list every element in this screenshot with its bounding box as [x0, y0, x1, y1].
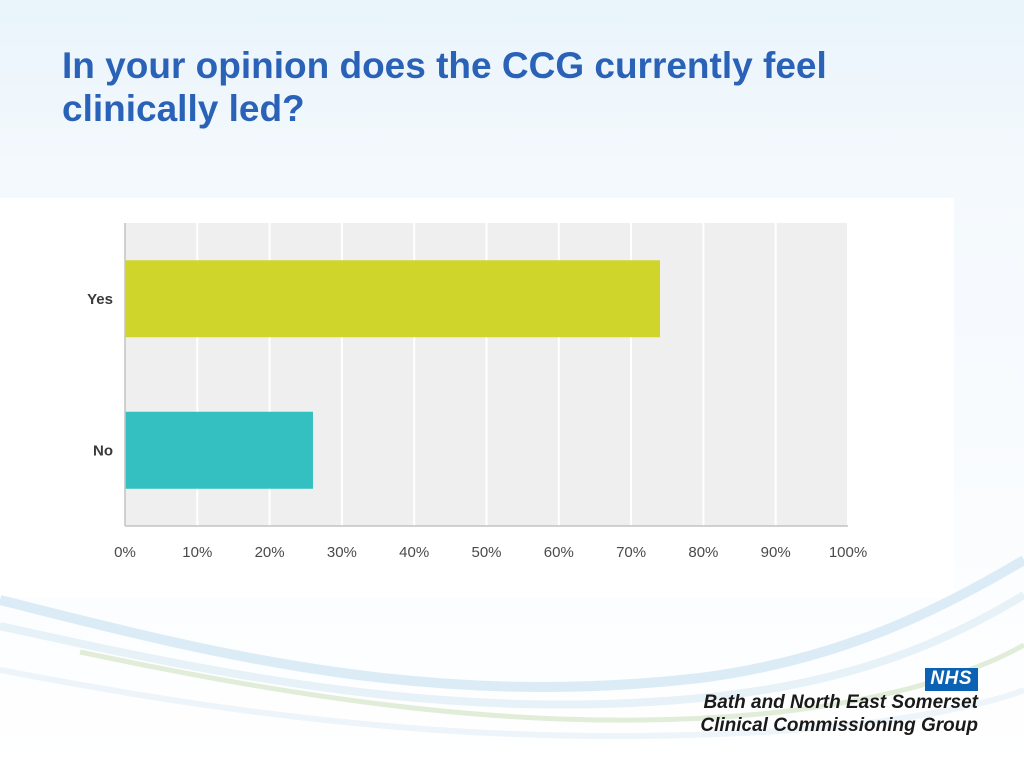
x-tick-label: 20%	[255, 544, 285, 561]
slide-title: In your opinion does the CCG currently f…	[62, 45, 827, 129]
organisation-subtitle: Clinical Commissioning Group	[700, 715, 978, 736]
nhs-branding: NHS Bath and North East Somerset Clinica…	[638, 668, 978, 737]
decorative-waves	[0, 555, 1024, 740]
x-tick-label: 10%	[182, 544, 212, 561]
x-tick-label: 100%	[829, 544, 867, 561]
x-tick-label: 30%	[327, 544, 357, 561]
category-label: No	[93, 442, 113, 459]
category-label: Yes	[87, 291, 113, 308]
chart-panel: 0% 10% 20% 30% 40% 50% 60% 70% 80% 90% 100% Yes No	[0, 198, 954, 598]
x-tick-label: 60%	[544, 544, 574, 561]
nhs-logo: NHS	[925, 668, 978, 691]
x-tick-label: 50%	[471, 544, 501, 561]
x-tick-label: 80%	[688, 544, 718, 561]
bar-no	[125, 411, 313, 489]
x-tick-label: 40%	[399, 544, 429, 561]
x-tick-label: 0%	[114, 544, 136, 561]
x-tick-label: 70%	[616, 544, 646, 561]
organisation-name: Bath and North East Somerset	[703, 692, 979, 713]
bar-yes	[125, 260, 661, 338]
bar-chart: 0% 10% 20% 30% 40% 50% 60% 70% 80% 90% 100% Yes No	[87, 223, 867, 561]
x-tick-label: 90%	[761, 544, 791, 561]
